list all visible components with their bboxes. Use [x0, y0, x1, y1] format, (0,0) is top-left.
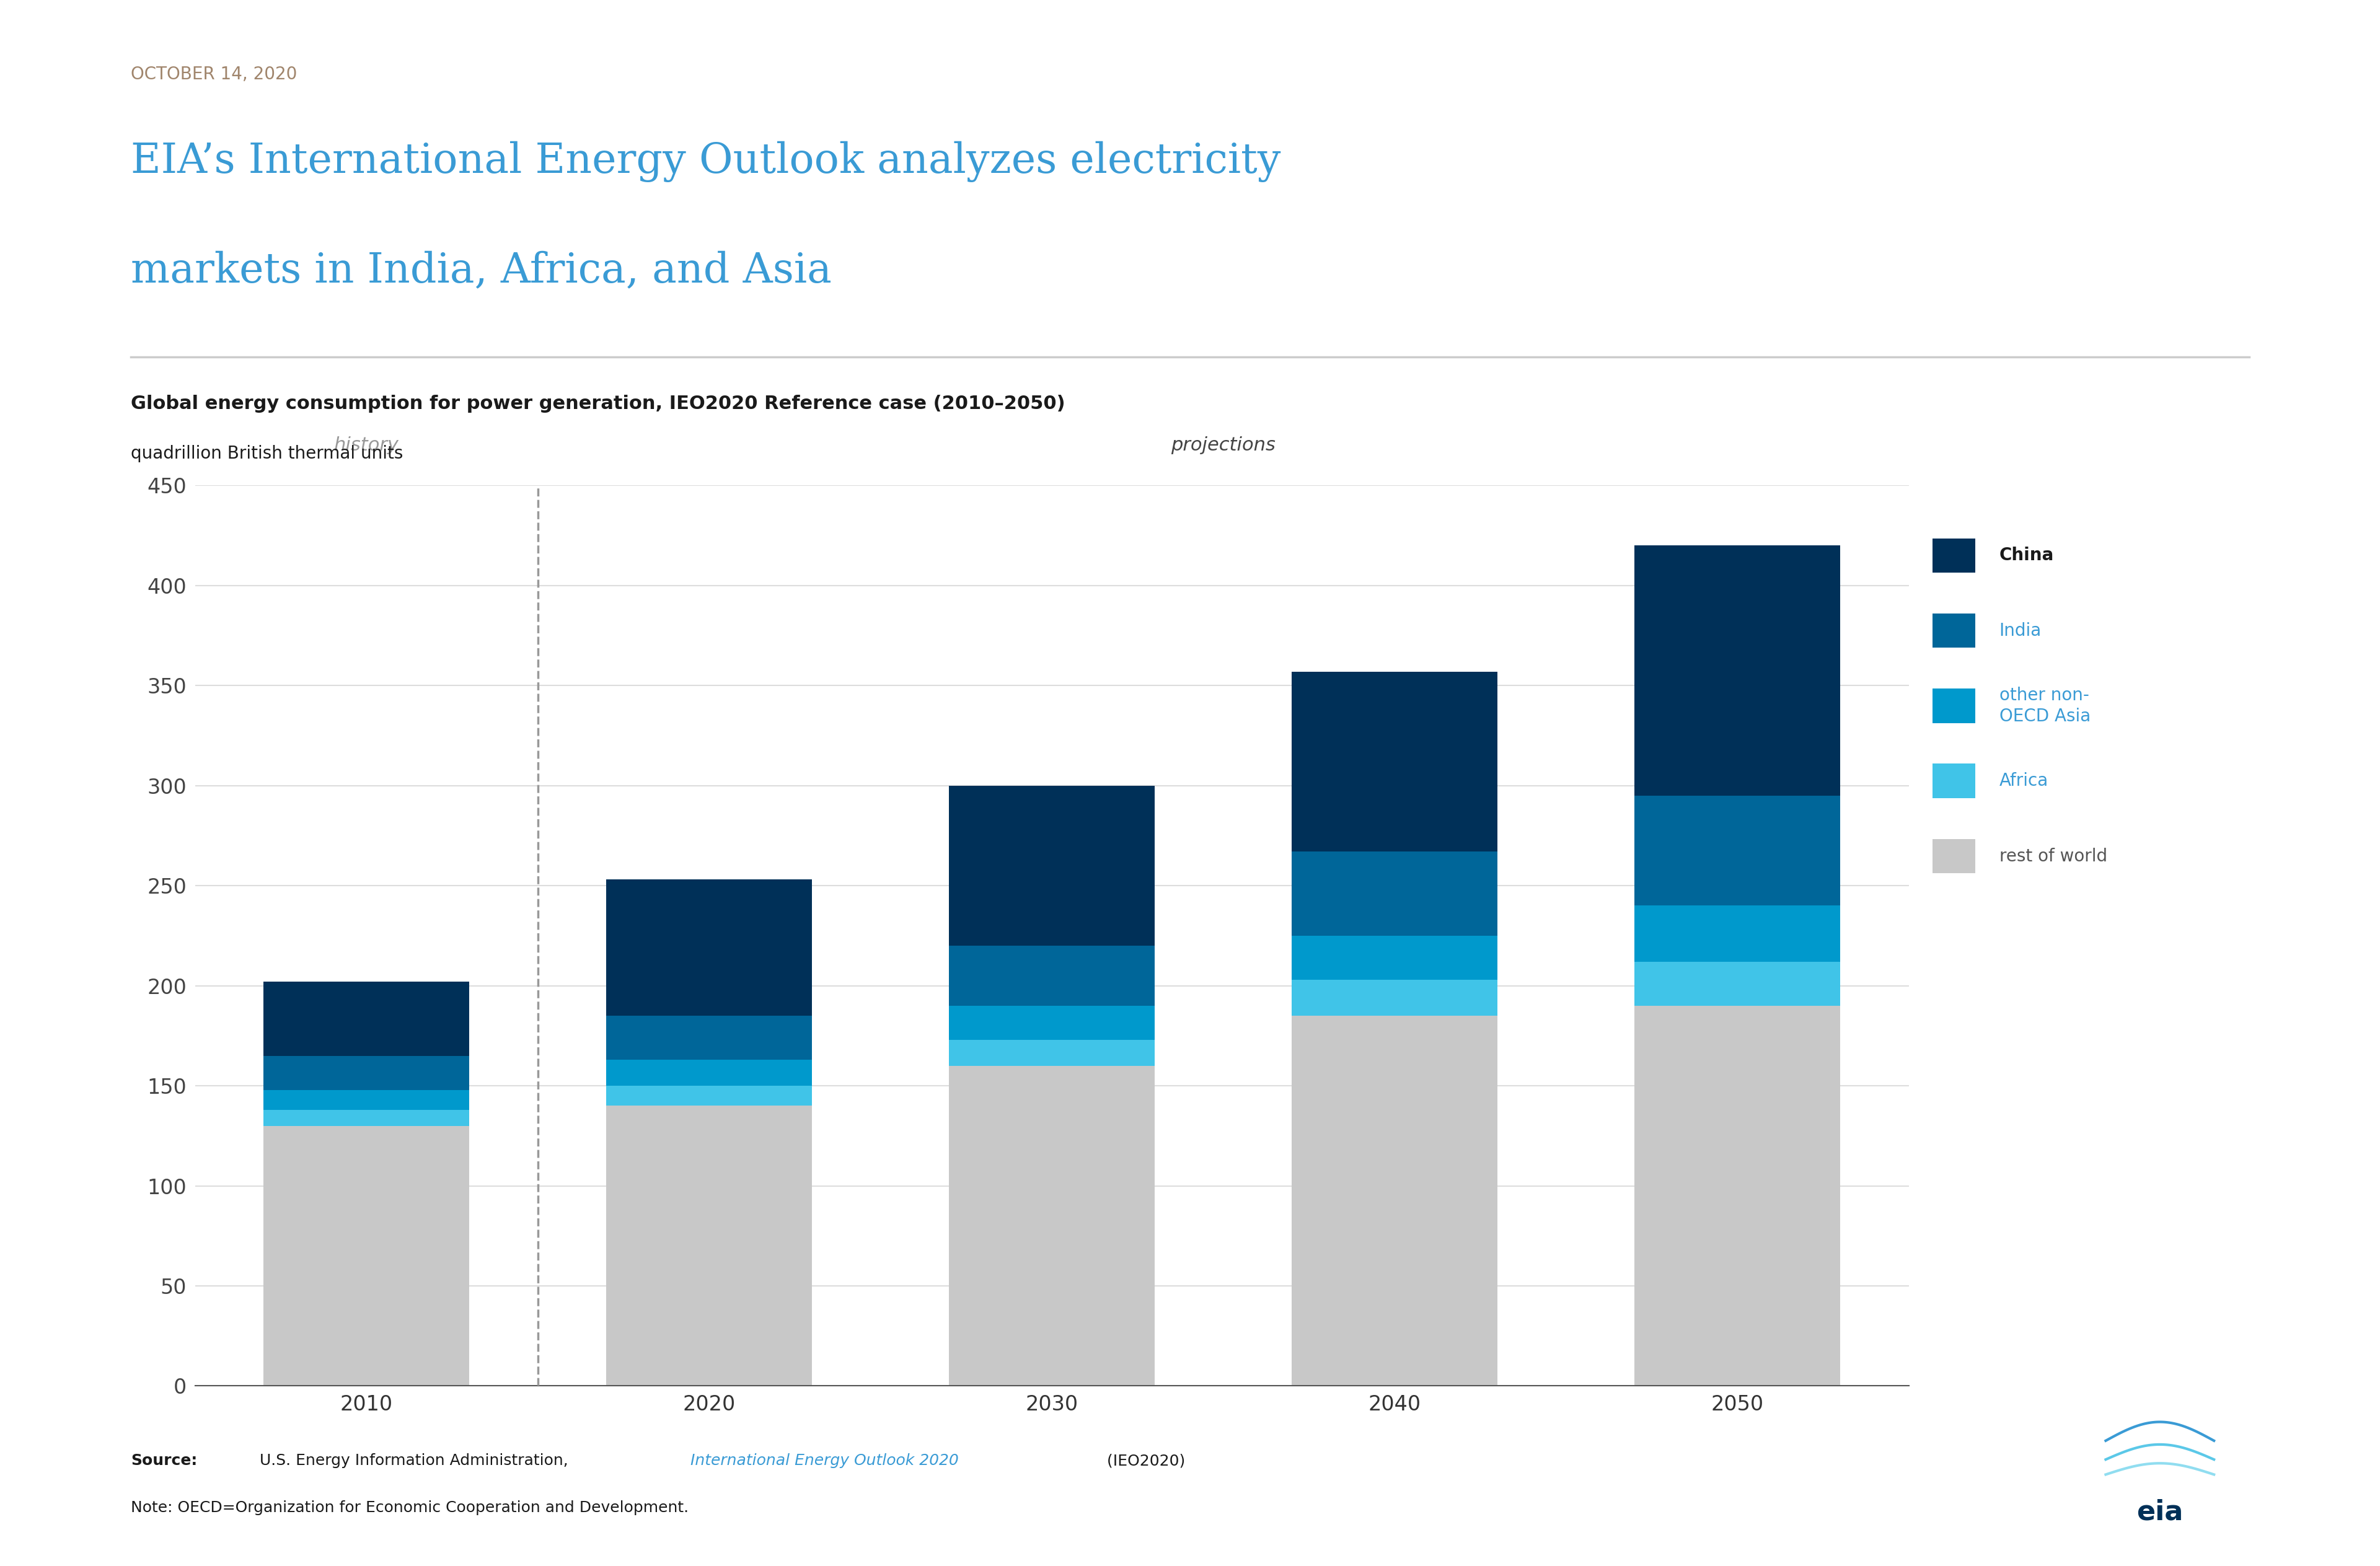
Bar — [1635, 796, 1840, 905]
Bar — [1635, 545, 1840, 796]
Bar — [950, 786, 1154, 946]
Text: Africa: Africa — [1999, 772, 2049, 789]
Bar — [1292, 980, 1497, 1016]
Bar — [264, 982, 469, 1055]
Text: OCTOBER 14, 2020: OCTOBER 14, 2020 — [131, 66, 298, 83]
Text: rest of world: rest of world — [1999, 847, 2106, 864]
Text: quadrillion British thermal units: quadrillion British thermal units — [131, 445, 402, 462]
Text: other non-
OECD Asia: other non- OECD Asia — [1999, 686, 2090, 725]
Text: EIA’s International Energy Outlook analyzes electricity: EIA’s International Energy Outlook analy… — [131, 141, 1280, 182]
Text: India: India — [1999, 622, 2042, 639]
Bar — [607, 880, 812, 1016]
Text: Global energy consumption for power generation, IEO2020 Reference case (2010–205: Global energy consumption for power gene… — [131, 395, 1066, 412]
Text: Source:: Source: — [131, 1453, 198, 1467]
Bar — [264, 1126, 469, 1386]
Bar — [264, 1090, 469, 1110]
Bar — [1292, 1016, 1497, 1386]
Bar — [1635, 1005, 1840, 1386]
Bar — [607, 1106, 812, 1386]
Text: U.S. Energy Information Administration,: U.S. Energy Information Administration, — [255, 1453, 574, 1467]
Bar — [950, 946, 1154, 1005]
Text: International Energy Outlook 2020: International Energy Outlook 2020 — [690, 1453, 959, 1467]
Text: (IEO2020): (IEO2020) — [1102, 1453, 1185, 1467]
Text: China: China — [1999, 547, 2054, 564]
Bar — [607, 1060, 812, 1085]
Bar — [1292, 936, 1497, 980]
Bar — [950, 1040, 1154, 1066]
Bar — [1635, 962, 1840, 1005]
Text: Note: OECD=Organization for Economic Cooperation and Development.: Note: OECD=Organization for Economic Coo… — [131, 1500, 688, 1514]
Bar — [950, 1005, 1154, 1040]
Bar — [607, 1085, 812, 1106]
Bar — [264, 1055, 469, 1090]
Text: eia: eia — [2137, 1499, 2182, 1525]
Text: history: history — [333, 435, 400, 454]
Text: projections: projections — [1171, 435, 1276, 454]
Bar — [264, 1110, 469, 1126]
Bar — [1292, 852, 1497, 936]
Bar — [1635, 905, 1840, 962]
Bar — [607, 1016, 812, 1060]
Bar — [950, 1066, 1154, 1386]
Bar — [1292, 672, 1497, 852]
Text: markets in India, Africa, and Asia: markets in India, Africa, and Asia — [131, 251, 831, 291]
